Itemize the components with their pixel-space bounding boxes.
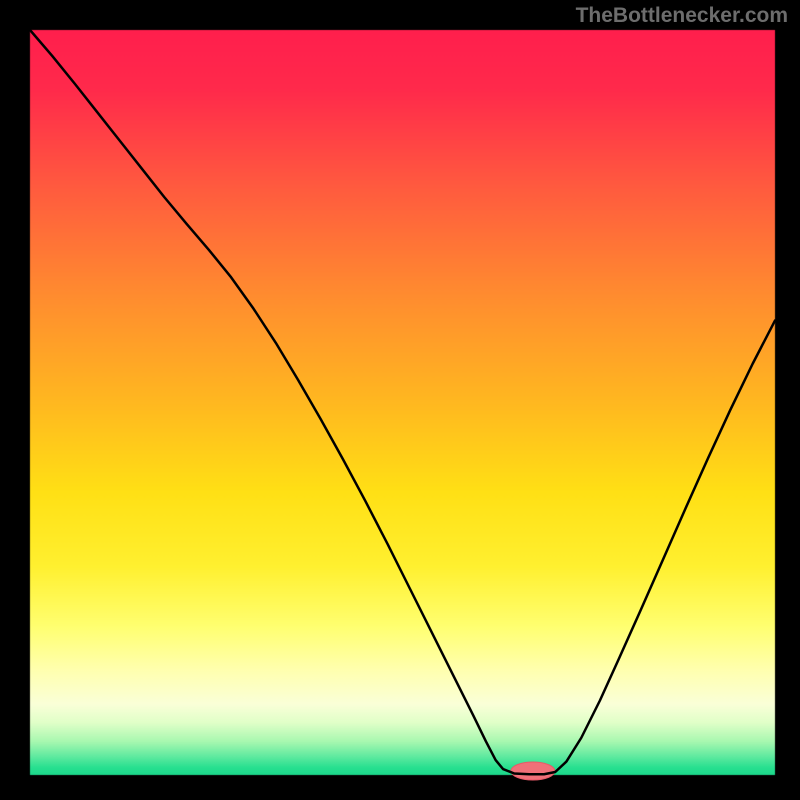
gradient-background [0,0,800,800]
watermark-text: TheBottlenecker.com [576,4,788,28]
chart-container: TheBottlenecker.com [0,0,800,800]
